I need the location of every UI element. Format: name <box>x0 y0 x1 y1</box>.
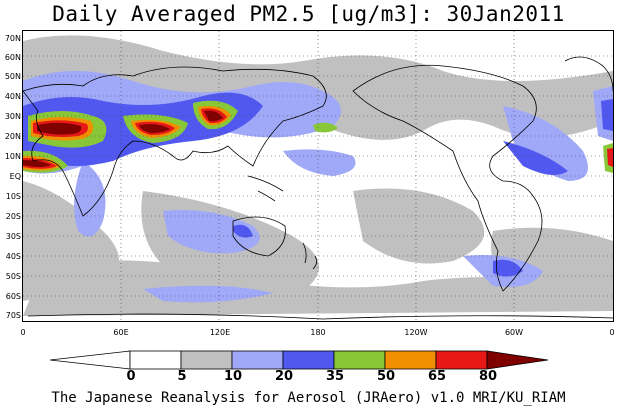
lon-label: 180 <box>310 328 326 337</box>
map-title: Daily Averaged PM2.5 [ug/m3]: 30Jan2011 <box>52 2 565 26</box>
lat-label: 60S <box>5 292 21 301</box>
colorbar-label: 10 <box>223 369 243 384</box>
colorbar-label: 80 <box>478 369 498 384</box>
lat-label: 20S <box>5 212 21 221</box>
lon-label: 0 <box>609 328 615 337</box>
graticule <box>23 31 613 321</box>
colorbar-label: 35 <box>325 369 345 384</box>
footer-credit: The Japanese Reanalysis for Aerosol (JRA… <box>51 390 566 406</box>
lat-label: EQ <box>9 172 21 181</box>
lat-label: 40N <box>4 92 21 101</box>
colorbar-label: 20 <box>274 369 294 384</box>
pm25-map <box>22 30 614 322</box>
lat-label: 70S <box>5 311 21 320</box>
lon-label: 60W <box>504 328 524 337</box>
lat-label: 70N <box>4 34 21 43</box>
colorbar-segment <box>231 350 284 370</box>
map-canvas <box>23 31 613 321</box>
coastlines <box>23 56 613 320</box>
colorbar-arrow-low <box>50 350 131 370</box>
colorbar-label: 5 <box>177 369 187 384</box>
colorbar-segment <box>435 350 488 370</box>
lat-label: 50S <box>5 272 21 281</box>
colorbar-label: 0 <box>126 369 136 384</box>
lat-label: 10N <box>4 152 21 161</box>
lat-label: 30N <box>4 112 21 121</box>
pm25-band-80-plus <box>23 110 223 167</box>
lon-label: 120W <box>404 328 428 337</box>
colorbar-segment <box>129 350 182 370</box>
colorbar-label: 65 <box>427 369 447 384</box>
colorbar-segment <box>282 350 335 370</box>
lon-label: 60E <box>113 328 129 337</box>
colorbar-label: 50 <box>376 369 396 384</box>
lat-label: 10S <box>5 192 21 201</box>
lon-label: 120E <box>209 328 231 337</box>
lon-label: 0 <box>20 328 26 337</box>
lat-label: 40S <box>5 252 21 261</box>
lat-label: 30S <box>5 232 21 241</box>
lat-label: 20N <box>4 132 21 141</box>
colorbar-segment <box>384 350 437 370</box>
lat-label: 60N <box>4 53 21 62</box>
colorbar-segment <box>180 350 233 370</box>
colorbar-segment <box>333 350 386 370</box>
colorbar <box>50 350 549 370</box>
lat-label: 50N <box>4 72 21 81</box>
colorbar-arrow-high <box>486 350 549 370</box>
